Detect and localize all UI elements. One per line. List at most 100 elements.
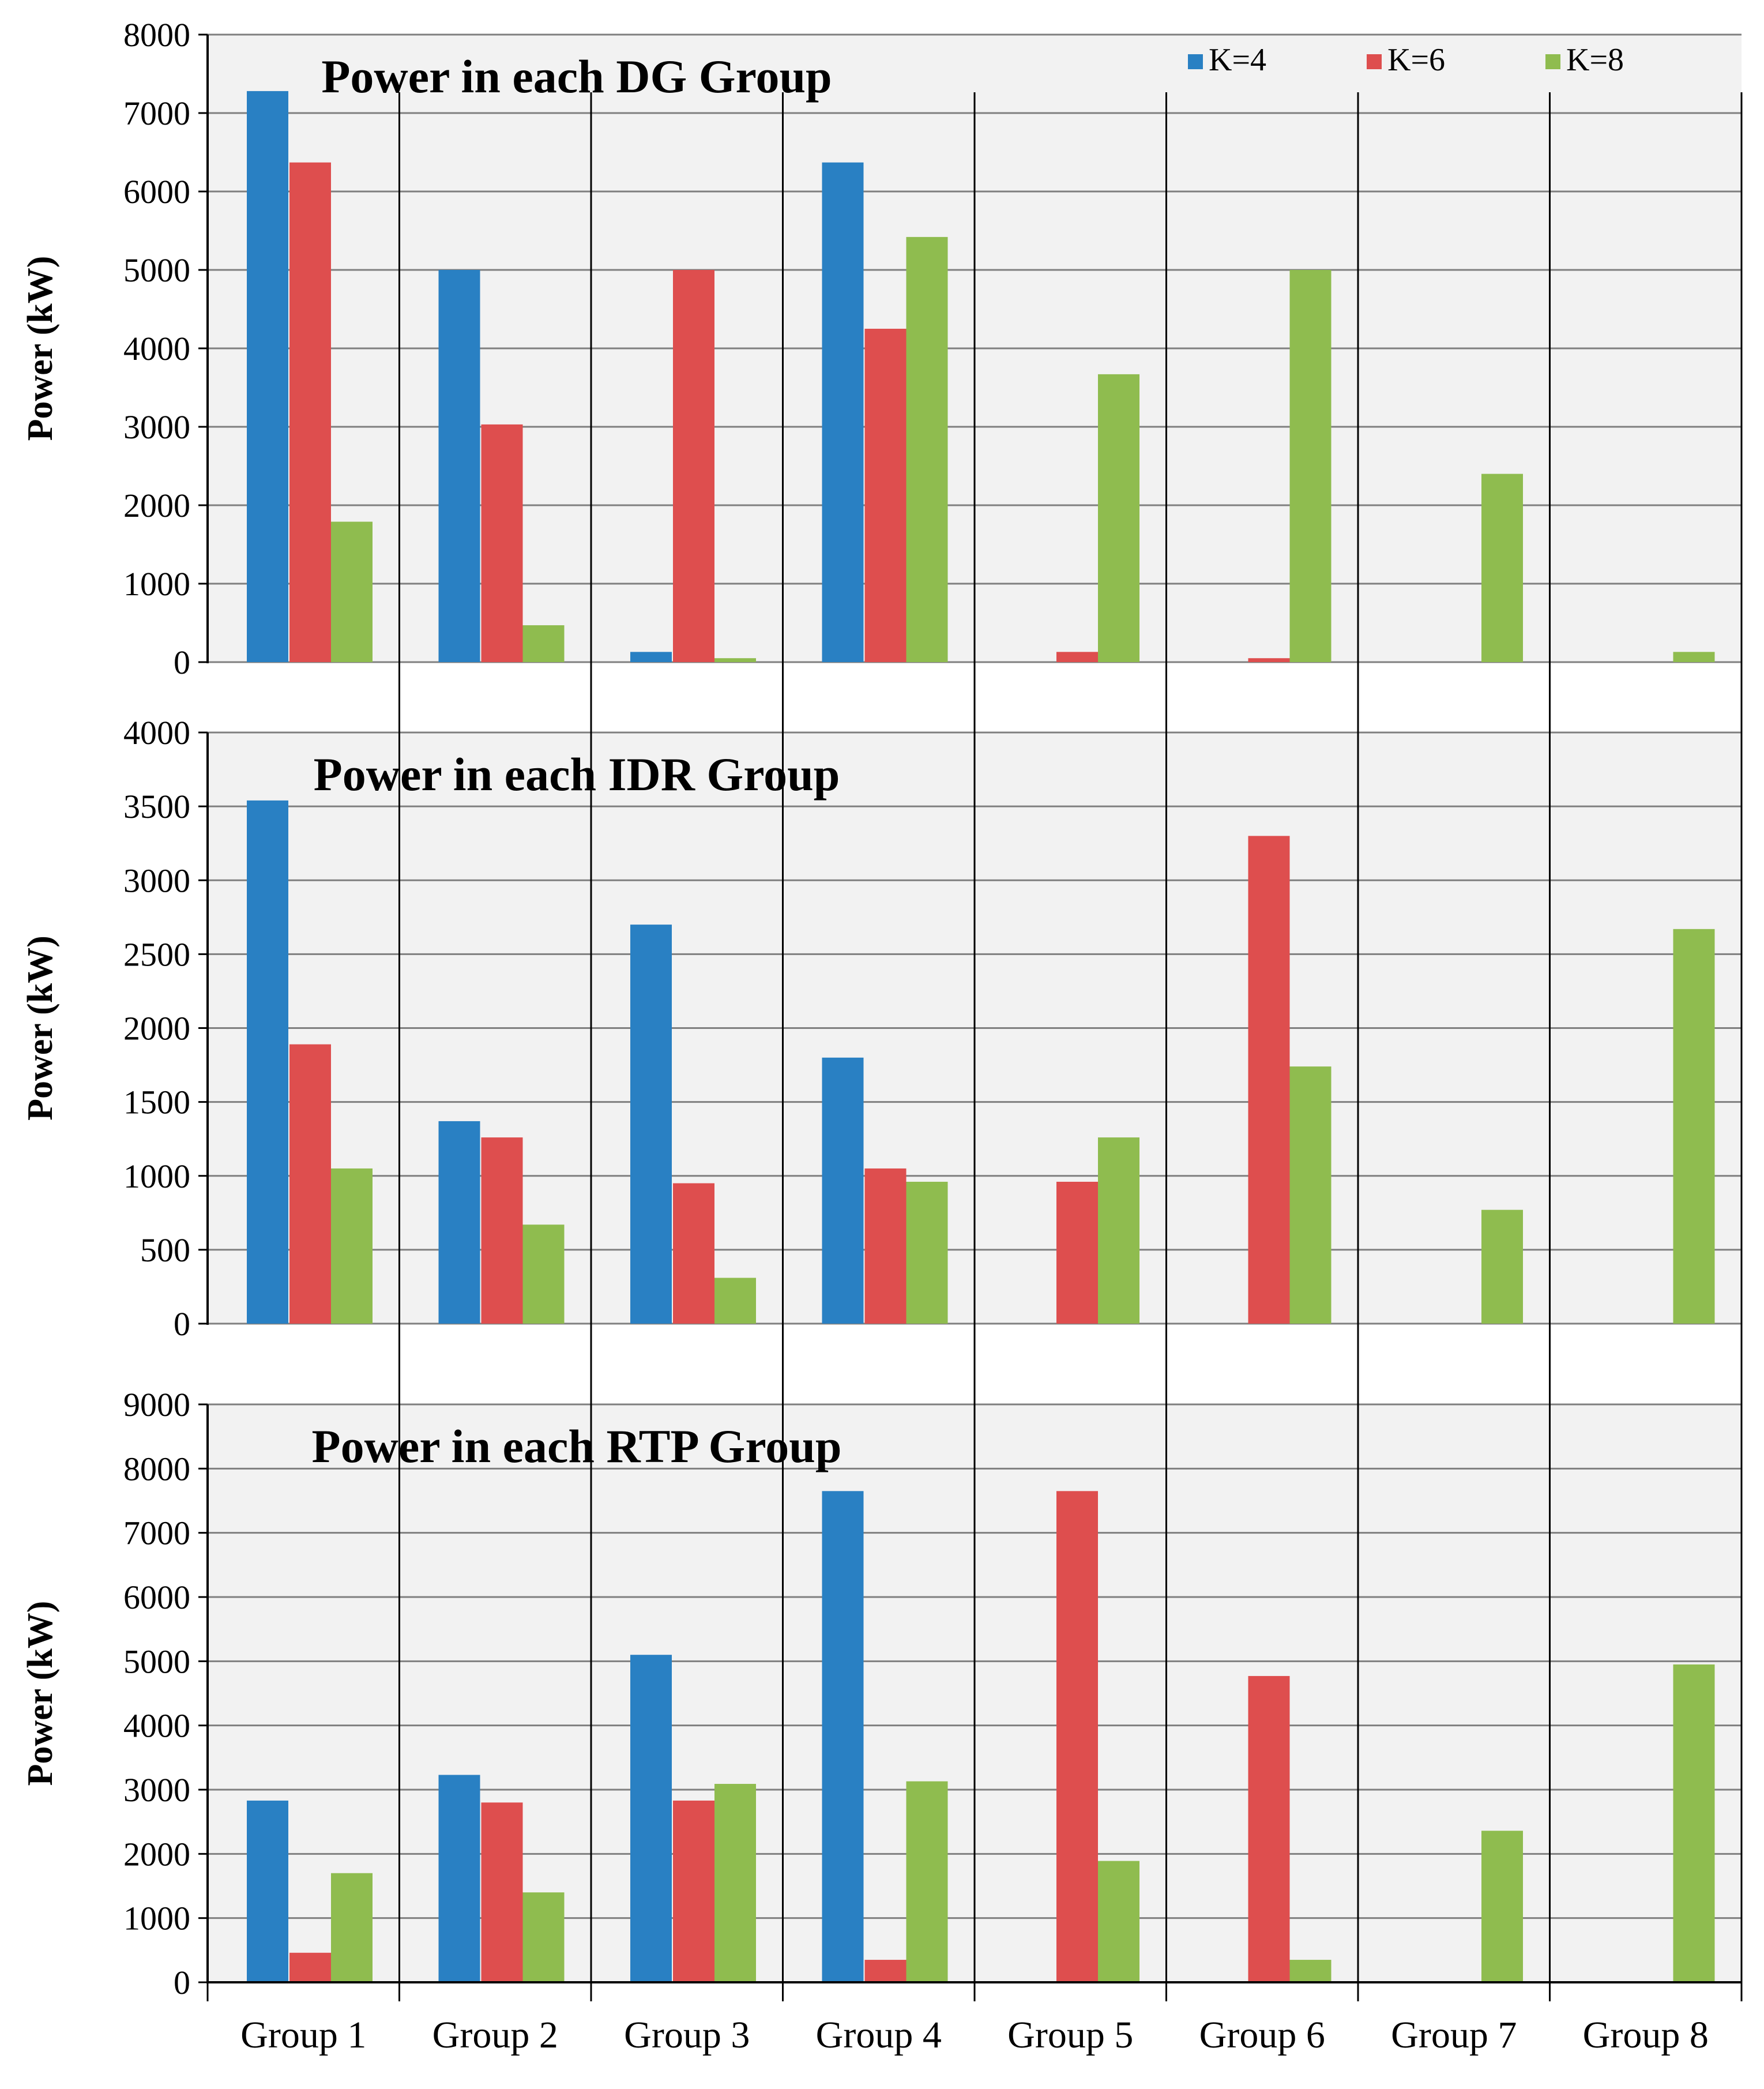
x-tick-label: Group 1 <box>240 2014 366 2056</box>
chart-title: Power in each IDR Group <box>314 748 840 801</box>
bar-K8-group-6 <box>1289 1066 1332 1324</box>
bar-K6-group-2 <box>481 1137 523 1324</box>
y-tick-label: 1000 <box>123 565 190 603</box>
y-tick-label: 3500 <box>123 788 190 825</box>
bar-K4-group-4 <box>822 162 864 662</box>
legend-label: K=6 <box>1387 42 1445 78</box>
y-tick-label: 3000 <box>123 862 190 899</box>
bar-K8-group-8 <box>1673 1664 1715 1982</box>
legend-swatch-K8 <box>1545 54 1560 69</box>
bar-K6-group-3 <box>673 1183 714 1324</box>
y-axis-label: Power (kW) <box>21 935 60 1121</box>
bar-K4-group-4 <box>822 1491 864 1982</box>
bar-K8-group-1 <box>331 1873 373 1982</box>
x-tick-label: Group 2 <box>432 2014 558 2056</box>
y-tick-label: 2000 <box>123 1835 190 1873</box>
y-tick-label: 8000 <box>123 1450 190 1487</box>
bar-K8-group-7 <box>1481 1831 1523 1982</box>
bar-K8-group-5 <box>1098 1861 1139 1982</box>
y-tick-label: 1000 <box>123 1900 190 1937</box>
bar-K8-group-4 <box>906 1781 948 1982</box>
y-tick-label: 1500 <box>123 1084 190 1121</box>
bar-K6-group-2 <box>481 424 523 662</box>
chart-title: Power in each RTP Group <box>312 1420 842 1472</box>
bar-K4-group-3 <box>630 652 672 662</box>
bar-K8-group-1 <box>331 521 373 662</box>
bar-K8-group-3 <box>714 1783 756 1982</box>
bar-K8-group-6 <box>1289 1960 1332 1982</box>
x-tick-label: Group 8 <box>1583 2014 1709 2056</box>
legend: K=4 K=6 K=8 <box>1188 42 1624 78</box>
y-tick-label: 2000 <box>123 1010 190 1047</box>
bar-K4-group-4 <box>822 1057 864 1324</box>
bar-K4-group-1 <box>247 91 288 663</box>
chart-panel-3: 0 1000 2000 3000 4000 5000 6000 7000 8000 9000 Pow… <box>21 1386 1742 2001</box>
bar-K4-group-3 <box>630 925 672 1324</box>
y-tick-label: 3000 <box>123 1771 190 1809</box>
bar-K6-group-5 <box>1056 1491 1098 1982</box>
y-tick-label: 5000 <box>123 1643 190 1680</box>
chart-panel-2: 0 500 1000 1500 2000 2500 3000 3500 4000 Power (k… <box>21 714 1742 1343</box>
x-tick-label: Group 7 <box>1391 2014 1517 2056</box>
y-tick-label: 3000 <box>123 408 190 446</box>
bar-K8-group-5 <box>1098 374 1139 662</box>
panel-gap <box>219 1325 1742 1403</box>
bar-K6-group-4 <box>864 1168 907 1324</box>
bar-K6-group-1 <box>289 1952 331 1982</box>
bar-K6-group-1 <box>289 1044 331 1324</box>
bar-K8-group-1 <box>331 1168 373 1324</box>
bar-K8-group-8 <box>1673 929 1715 1324</box>
y-tick-label: 5000 <box>123 251 190 289</box>
bar-K8-group-7 <box>1481 1209 1523 1324</box>
x-tick-label: Group 5 <box>1007 2014 1133 2056</box>
y-axis-label: Power (kW) <box>21 256 60 441</box>
bar-K6-group-5 <box>1056 652 1098 662</box>
legend-label: K=8 <box>1566 42 1624 78</box>
y-tick-label: 0 <box>174 1964 190 2001</box>
bar-K6-group-6 <box>1248 836 1290 1324</box>
bar-K8-group-3 <box>714 658 756 662</box>
panel-gap <box>219 664 1742 730</box>
y-tick-label: 7000 <box>123 95 190 132</box>
bar-K8-group-2 <box>522 625 565 662</box>
bar-K6-group-4 <box>864 1960 907 1982</box>
bar-K4-group-3 <box>630 1655 672 1982</box>
y-tick-label: 1000 <box>123 1158 190 1195</box>
x-tick-label: Group 6 <box>1199 2014 1325 2056</box>
bar-K6-group-6 <box>1248 658 1290 662</box>
y-tick-label: 4000 <box>123 1707 190 1745</box>
y-tick-label: 9000 <box>123 1386 190 1423</box>
bar-K6-group-5 <box>1056 1182 1098 1324</box>
bar-K8-group-4 <box>906 236 948 662</box>
bar-K8-group-2 <box>522 1224 565 1324</box>
bar-K4-group-2 <box>438 1775 480 1982</box>
x-tick-label: Group 3 <box>624 2014 750 2056</box>
y-tick-label: 6000 <box>123 1579 190 1616</box>
y-tick-label: 4000 <box>123 714 190 752</box>
y-tick-label: 2000 <box>123 487 190 524</box>
y-tick-label: 8000 <box>123 16 190 54</box>
chart-panel-1: 0 1000 2000 3000 4000 5000 6000 7000 8000 Power (… <box>21 16 1742 681</box>
bar-K4-group-1 <box>247 800 288 1324</box>
bar-K6-group-4 <box>864 329 907 662</box>
bar-K4-group-2 <box>438 1121 480 1324</box>
y-tick-label: 500 <box>140 1231 190 1269</box>
bar-K6-group-3 <box>673 270 714 662</box>
y-tick-label: 0 <box>174 1305 190 1343</box>
bar-K4-group-2 <box>438 270 480 662</box>
bar-K6-group-6 <box>1248 1675 1290 1982</box>
bar-K8-group-5 <box>1098 1137 1139 1324</box>
bar-K6-group-3 <box>673 1800 714 1982</box>
chart-title: Power in each DG Group <box>321 50 832 103</box>
bar-K6-group-2 <box>481 1802 523 1982</box>
bar-K8-group-7 <box>1481 474 1523 662</box>
y-tick-label: 4000 <box>123 330 190 367</box>
bar-K4-group-1 <box>247 1800 288 1982</box>
legend-swatch-K6 <box>1367 54 1382 69</box>
x-tick-label: Group 4 <box>816 2014 942 2056</box>
y-tick-label: 2500 <box>123 935 190 973</box>
bar-K6-group-1 <box>289 162 331 662</box>
y-tick-label: 0 <box>174 644 190 681</box>
bar-K8-group-6 <box>1289 270 1332 662</box>
